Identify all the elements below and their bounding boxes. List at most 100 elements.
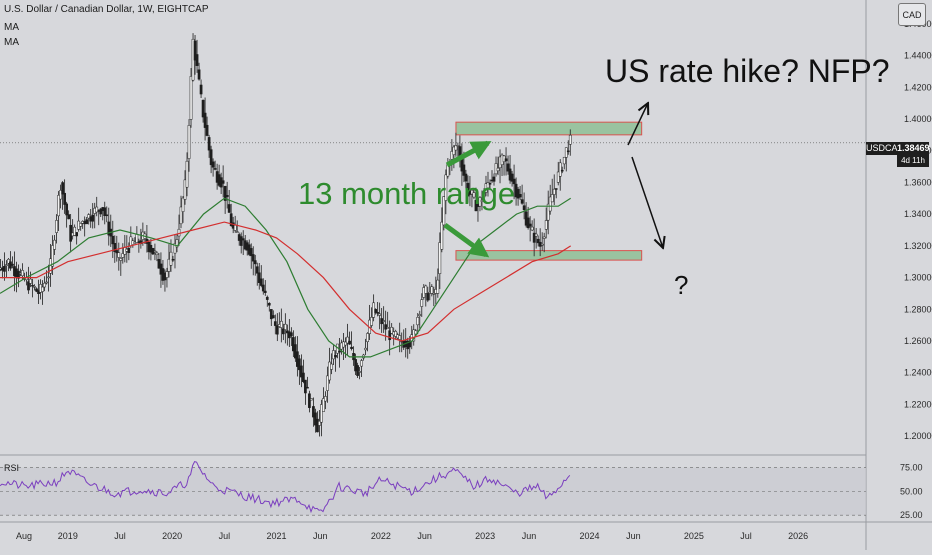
candle-body (366, 333, 369, 342)
price-tick-label: 1.42000 (904, 82, 932, 92)
candle-body (235, 231, 239, 233)
candle-body (450, 151, 454, 160)
rsi-line (0, 461, 571, 514)
candle-body (105, 214, 109, 217)
price-badge-countdown: 4d 11h (897, 155, 929, 167)
candle-body (398, 335, 402, 340)
price-badge-symbol: USDCAD (866, 142, 905, 155)
candle-body (171, 258, 175, 261)
candle-body (330, 363, 333, 370)
candle-body (279, 320, 283, 328)
candle-body (239, 236, 243, 246)
candle-body (486, 182, 490, 189)
candle-body (496, 167, 500, 172)
candle-body (298, 358, 301, 371)
time-tick-label: Jun (626, 531, 641, 541)
candle-body (322, 398, 325, 412)
time-tick-label: 2024 (579, 531, 599, 541)
candle-body (45, 281, 48, 284)
candle-body (466, 182, 470, 197)
candle-body (432, 293, 436, 295)
candle-body (320, 404, 323, 423)
candle-body (179, 206, 183, 225)
rsi-pane: 75.00 50.00 25.00 (0, 461, 923, 520)
candle-body (29, 278, 32, 284)
candle-body (113, 243, 117, 252)
green-arrow-up (445, 140, 492, 168)
rsi-tick-label: 25.00 (900, 510, 923, 520)
candle-body (426, 293, 430, 301)
time-tick-label: Jun (522, 531, 537, 541)
candle-body (225, 195, 229, 197)
time-axis: Aug 2019 Jul 2020 Jul 2021 Jun 2022 Jun 2023 Jun 20… (0, 454, 932, 541)
candle-body (356, 365, 359, 376)
candle-body (173, 243, 177, 254)
candle-body (546, 203, 550, 221)
candle-body (390, 326, 394, 334)
candle-body (338, 350, 341, 353)
candle-body (3, 266, 6, 272)
candle-body (221, 180, 225, 184)
candle-body (7, 258, 10, 264)
rsi-label: RSI (4, 463, 20, 473)
time-tick-label: 2020 (162, 531, 182, 541)
candle-body (562, 156, 566, 165)
currency-badge[interactable]: CAD (898, 3, 926, 26)
candle-body (506, 163, 510, 172)
candle-body (263, 290, 267, 293)
candle-body (452, 146, 456, 155)
candle-body (261, 284, 265, 292)
candle-body (370, 317, 373, 326)
candle-body (95, 206, 99, 213)
candle-body (564, 147, 568, 158)
candle-body (292, 337, 295, 352)
candle-body (207, 137, 211, 151)
candle-body (350, 346, 353, 349)
candle-body (17, 270, 20, 279)
candle-body (300, 365, 303, 378)
candle-body (51, 245, 54, 267)
candle-body (444, 174, 448, 201)
arrow-down-scenario (631, 156, 663, 248)
candle-body (251, 254, 255, 262)
candle-body (61, 182, 64, 195)
candle-body (310, 398, 313, 401)
candle-body (195, 54, 199, 66)
price-tick-label: 1.36000 (904, 177, 932, 187)
candle-body (376, 312, 379, 314)
headline-annotation: US rate hike? NFP? (605, 53, 890, 89)
candle-body (294, 344, 297, 359)
candle-body (65, 203, 68, 216)
price-tick-label: 1.20000 (904, 431, 932, 441)
candle-body (388, 330, 392, 341)
candle-body (510, 173, 514, 182)
candle-body (55, 220, 58, 233)
time-tick-label: 2026 (788, 531, 808, 541)
candle-body (482, 192, 486, 198)
candle-body (304, 379, 307, 394)
ma1-label: MA (4, 22, 19, 33)
candle-body (275, 325, 279, 335)
price-tick-label: 1.22000 (904, 399, 932, 409)
candle-body (394, 331, 398, 337)
price-tick-label: 1.24000 (904, 368, 932, 378)
candle-body (183, 179, 187, 200)
price-tick-label: 1.44000 (904, 51, 932, 61)
candle-body (273, 321, 277, 326)
symbol-title: U.S. Dollar / Canadian Dollar, 1W, EIGHT… (4, 4, 209, 15)
lower-range-box (455, 250, 643, 261)
candle-body (430, 286, 434, 294)
price-tick-label: 1.28000 (904, 304, 932, 314)
candle-body (283, 323, 287, 330)
candle-body (464, 173, 468, 182)
candle-body (560, 169, 564, 172)
candle-body (516, 188, 520, 199)
candle-body (438, 242, 442, 274)
candle-body (5, 264, 8, 266)
candle-body (57, 195, 60, 217)
time-tick-label: Aug (16, 531, 32, 541)
candle-body (281, 328, 285, 335)
